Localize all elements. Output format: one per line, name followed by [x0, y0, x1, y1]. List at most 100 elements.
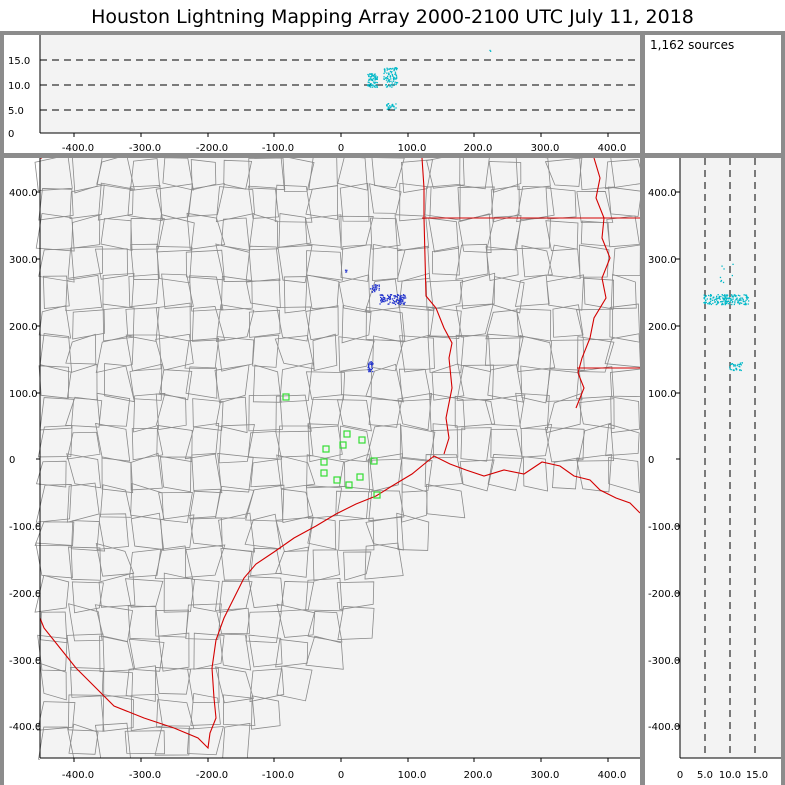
lightning-source: [724, 295, 726, 297]
lightning-source: [380, 299, 382, 301]
lightning-source: [400, 298, 402, 301]
lightning-source: [710, 295, 712, 297]
lightning-source: [374, 73, 376, 75]
lightning-source: [398, 298, 401, 300]
lightning-source: [384, 299, 386, 301]
county-outline: [457, 186, 495, 222]
lightning-source: [367, 84, 369, 87]
lightning-source: [345, 271, 347, 273]
county-outline: [485, 246, 519, 281]
lightning-source: [728, 297, 731, 300]
lightning-source: [716, 298, 718, 300]
county-outline: [247, 576, 284, 608]
lightning-source: [400, 302, 402, 304]
county-outline: [339, 182, 370, 222]
county-outline: [312, 333, 338, 372]
lightning-source: [726, 301, 728, 303]
county-outline: [546, 369, 583, 402]
lightning-source: [390, 294, 393, 296]
tick-label: 5.0: [697, 770, 713, 781]
lightning-source: [708, 294, 710, 297]
lightning-source: [392, 80, 394, 82]
lightning-source: [391, 68, 393, 70]
lightning-source: [389, 301, 391, 303]
lightning-source: [739, 295, 741, 297]
lightning-source: [403, 297, 405, 300]
lightning-source: [724, 300, 726, 303]
county-outline: [68, 603, 103, 642]
lightning-source: [382, 300, 384, 303]
tick-label: 100.0: [398, 770, 427, 781]
lightning-source: [719, 276, 722, 279]
lightning-source: [396, 294, 399, 296]
lightning-source: [739, 369, 741, 371]
lightning-source: [393, 105, 395, 108]
lightning-source: [395, 74, 398, 76]
top-x-ticks: -400.0 -300.0 -200.0 -100.0 0 100.0 200.…: [62, 133, 626, 153]
county-outline: [367, 453, 403, 493]
lightning-source: [392, 67, 394, 70]
county-outline: [96, 513, 129, 550]
lightning-source: [376, 86, 378, 88]
county-outline: [365, 363, 404, 403]
lightning-source: [732, 296, 734, 298]
tick-label: 100.0: [9, 389, 38, 400]
lightning-source: [741, 362, 743, 364]
lightning-source: [726, 297, 728, 299]
tick-label: 300.0: [531, 770, 560, 781]
county-outline: [220, 547, 253, 581]
lightning-source: [370, 78, 372, 81]
county-outline: [605, 423, 640, 457]
lightning-source: [742, 300, 745, 303]
county-outline: [214, 364, 250, 404]
lightning-source: [389, 70, 392, 73]
lightning-source: [736, 369, 738, 371]
county-outline: [610, 273, 637, 310]
lightning-source: [383, 76, 385, 78]
lightning-source: [732, 363, 735, 366]
county-outline: [185, 366, 218, 399]
lightning-source: [744, 300, 746, 303]
county-outline: [283, 276, 308, 314]
lightning-source: [734, 300, 736, 302]
lightning-source: [370, 86, 372, 88]
county-outline: [35, 484, 72, 523]
tick-label: 100.0: [398, 143, 427, 153]
tick-label: 200.0: [464, 143, 493, 153]
plot-title: Houston Lightning Mapping Array 2000-210…: [91, 6, 694, 28]
county-outline: [604, 158, 640, 190]
county-outline: [34, 574, 70, 613]
county-outline: [217, 452, 254, 493]
county-outline: [338, 517, 375, 551]
county-outline: [34, 521, 75, 547]
lightning-source: [393, 295, 395, 297]
county-outline: [307, 611, 343, 643]
lightning-source: [374, 76, 376, 78]
county-outline: [552, 304, 584, 338]
lightning-source: [384, 71, 386, 73]
lightning-source: [726, 295, 728, 297]
lightning-source: [733, 365, 735, 367]
county-outline: [459, 158, 490, 190]
tick-label: -400.0: [62, 143, 94, 153]
tick-label: 0: [677, 770, 683, 781]
county-outline: [394, 214, 430, 251]
county-outline: [130, 482, 164, 521]
county-outline: [305, 185, 339, 221]
lightning-source: [370, 363, 372, 365]
lightning-source: [740, 297, 742, 299]
lightning-source: [402, 294, 405, 296]
county-outline: [522, 456, 549, 492]
lightning-source: [708, 303, 710, 305]
lightning-source: [400, 301, 402, 303]
lightning-source: [393, 79, 395, 81]
lightning-source: [371, 288, 374, 290]
lightning-source: [383, 301, 385, 303]
altitude-reference-lines: [704, 158, 756, 758]
lightning-source: [725, 300, 727, 303]
lightning-source: [368, 74, 370, 76]
county-outline: [133, 392, 166, 433]
lightning-source: [389, 75, 391, 77]
lightning-source: [717, 301, 719, 303]
lightning-source: [703, 302, 705, 304]
